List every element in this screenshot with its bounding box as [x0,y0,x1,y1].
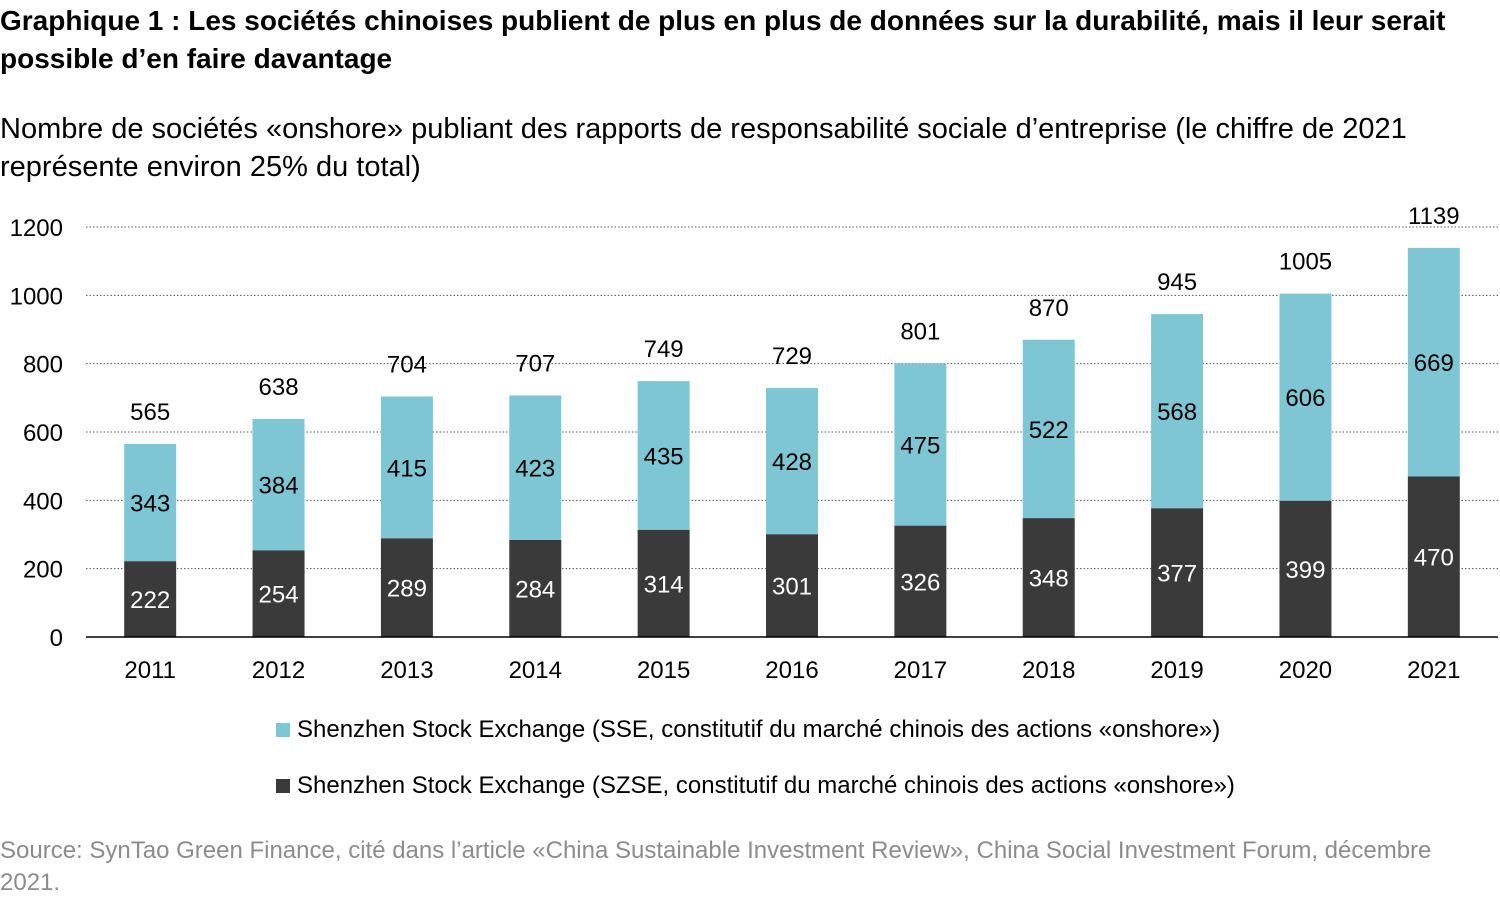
bar-segment-szse [124,561,177,637]
chart-title: Graphique 1 : Les sociétés chinoises pub… [0,5,1446,74]
data-label-szse: 222 [130,587,170,614]
stacked-bar-chart: 0 200 400 600 800 1000 1200 222 343 565 2011 254 384… [10,203,1498,684]
x-tick-label: 2019 [1150,657,1203,684]
data-label-total: 945 [1157,269,1197,296]
y-tick-label: 1000 [10,283,63,310]
y-tick-label: 0 [50,625,63,652]
bar-segment-sse [1279,293,1332,501]
data-label-total: 1139 [1408,203,1460,230]
data-label-total: 704 [387,351,427,378]
data-label-szse: 284 [515,576,555,603]
legend-swatch-szse [276,779,290,793]
bar-segment-szse [1279,500,1332,637]
x-tick-label: 2016 [765,657,818,684]
x-tick-label: 2013 [380,657,433,684]
legend-item-sse: Shenzhen Stock Exchange (SSE, constituti… [276,712,1235,748]
data-label-total: 749 [644,336,684,363]
bar-segment-sse [637,381,690,530]
chart-legend: Shenzhen Stock Exchange (SSE, constituti… [276,712,1235,824]
bar-segment-szse [252,550,305,637]
y-tick-label: 200 [23,557,63,584]
data-label-total: 729 [772,343,812,370]
bar-segment-sse [380,396,433,539]
bar-segment-sse [1022,339,1075,519]
data-label-total: 707 [515,350,555,377]
data-label-total: 638 [259,374,299,401]
data-label-total: 565 [130,399,170,426]
bar-segment-szse [766,534,818,637]
data-label-sse: 435 [644,443,684,470]
bar-segment-szse [1022,518,1075,637]
data-label-sse: 606 [1285,385,1325,412]
y-tick-label: 600 [23,420,63,447]
bar-segment-sse [894,363,947,526]
data-label-szse: 470 [1414,545,1454,572]
y-tick-label: 400 [23,488,63,515]
data-label-sse: 568 [1157,399,1197,426]
x-tick-label: 2020 [1279,657,1332,684]
data-label-sse: 343 [130,491,170,518]
bar-segment-sse [252,419,305,551]
bar-segment-szse [509,539,562,637]
bar-segment-sse [1407,247,1460,477]
data-label-sse: 384 [259,473,299,500]
x-tick-label: 2015 [637,657,690,684]
bar-segment-sse [124,443,177,562]
x-tick-label: 2017 [894,657,947,684]
legend-label-szse: Shenzhen Stock Exchange (SZSE, constitut… [297,772,1235,799]
data-label-szse: 314 [644,571,684,598]
bar-segment-szse [1407,476,1460,637]
x-tick-label: 2018 [1022,657,1075,684]
y-tick-label: 1200 [10,215,63,242]
bar-segment-szse [894,525,947,637]
data-label-total: 870 [1029,295,1069,322]
x-tick-label: 2011 [124,657,176,684]
data-label-szse: 348 [1029,566,1069,593]
x-tick-label: 2014 [509,657,562,684]
legend-item-szse: Shenzhen Stock Exchange (SZSE, constitut… [276,768,1235,804]
data-label-total: 1005 [1279,249,1332,276]
bar-segment-szse [637,529,690,637]
legend-label-sse: Shenzhen Stock Exchange (SSE, constituti… [297,716,1221,743]
data-label-szse: 377 [1157,561,1197,588]
data-label-sse: 475 [900,432,940,459]
data-label-total: 801 [900,318,940,345]
data-label-szse: 254 [259,582,299,609]
data-label-szse: 301 [772,574,812,601]
data-label-szse: 326 [900,569,940,596]
data-label-sse: 669 [1414,350,1454,377]
x-tick-label: 2012 [252,657,305,684]
source-note: Source: SynTao Green Finance, cité dans … [0,837,1432,896]
y-tick-label: 800 [23,352,63,379]
bar-segment-sse [1151,314,1204,509]
x-tick-label: 2021 [1407,657,1460,684]
legend-swatch-sse [276,723,290,737]
data-label-szse: 289 [387,576,427,603]
chart-subtitle: Nombre de sociétés «onshore» publiant de… [0,113,1407,183]
bar-segment-sse [766,387,818,535]
data-label-sse: 522 [1029,417,1069,444]
bar-segment-sse [509,395,562,540]
data-label-sse: 415 [387,455,427,482]
data-label-sse: 428 [772,449,812,476]
bar-segment-szse [1151,508,1204,637]
data-label-szse: 399 [1285,557,1325,584]
data-label-sse: 423 [515,456,555,483]
bar-segment-szse [380,538,433,637]
